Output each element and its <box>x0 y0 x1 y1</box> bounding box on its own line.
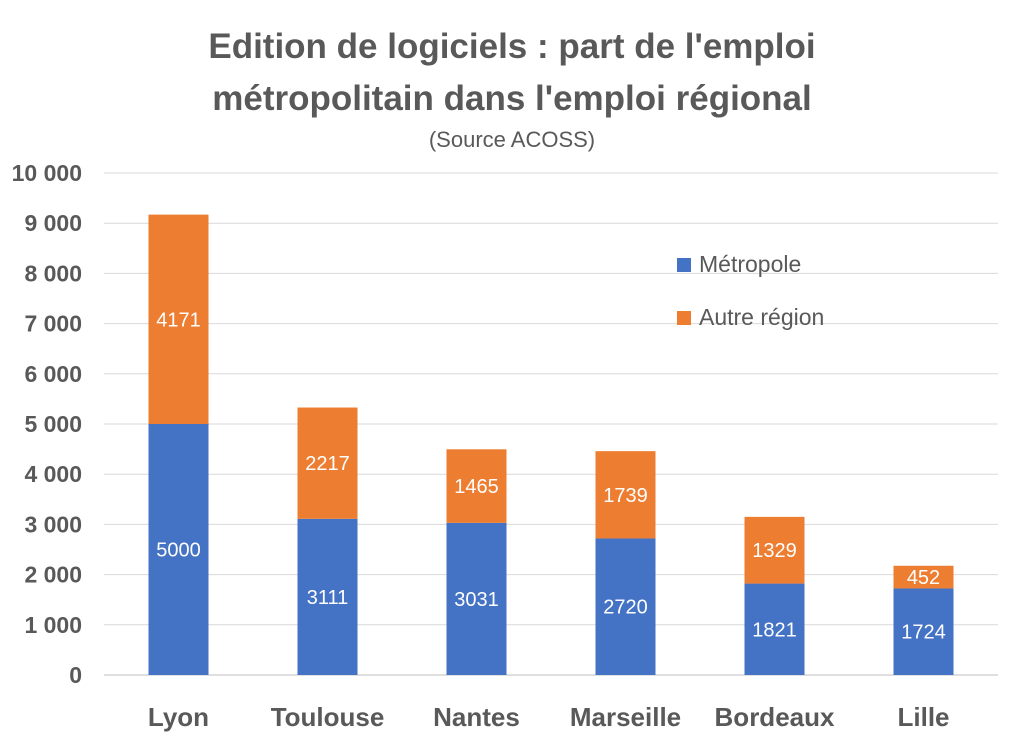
data-label: 3031 <box>454 589 499 611</box>
data-label: 1465 <box>454 476 499 498</box>
bar-metropole <box>595 538 656 675</box>
bar-autre-region <box>595 451 656 539</box>
bar-autre-region <box>446 449 507 523</box>
bar-metropole <box>446 522 507 675</box>
y-tick-label: 4 000 <box>24 461 82 487</box>
y-tick-label: 8 000 <box>24 260 82 286</box>
data-label: 1739 <box>603 485 648 507</box>
data-label: 2217 <box>305 453 350 475</box>
data-label: 1724 <box>901 622 946 644</box>
chart-subtitle: (Source ACOSS) <box>428 127 596 152</box>
chart-title-line-2: métropolitain dans l'emploi régional <box>212 79 812 118</box>
y-tick-label: 10 000 <box>12 160 82 186</box>
chart-title-line-1: Edition de logiciels : part de l'emploi <box>208 27 816 66</box>
x-tick-label: Bordeaux <box>715 702 835 732</box>
x-tick-label: Lille <box>897 702 949 732</box>
data-label: 5000 <box>156 540 201 562</box>
bar-metropole <box>148 424 209 675</box>
x-tick-label: Toulouse <box>271 702 385 732</box>
y-tick-label: 7 000 <box>24 311 82 337</box>
legend-label-metropole: Métropole <box>699 251 801 277</box>
bar-autre-region <box>148 214 209 424</box>
data-label: 1821 <box>752 619 797 641</box>
y-tick-label: 0 <box>69 662 82 688</box>
x-tick-label: Marseille <box>570 702 681 732</box>
data-label: 1329 <box>752 540 797 562</box>
y-tick-label: 3 000 <box>24 511 82 537</box>
bar-metropole <box>744 583 805 675</box>
y-tick-label: 6 000 <box>24 361 82 387</box>
data-label: 2720 <box>603 597 648 619</box>
y-tick-label: 1 000 <box>24 612 82 638</box>
bar-metropole <box>297 518 358 675</box>
data-label: 4171 <box>156 309 201 331</box>
legend-swatch-autre-region <box>677 311 691 325</box>
bar-autre-region <box>893 565 954 589</box>
x-tick-label: Lyon <box>148 702 209 732</box>
x-tick-label: Nantes <box>433 702 520 732</box>
bar-autre-region <box>297 407 358 519</box>
bar-metropole <box>893 588 954 675</box>
data-label: 452 <box>907 567 940 589</box>
bar-autre-region <box>744 516 805 584</box>
data-label: 3111 <box>307 587 349 609</box>
legend-label-autre-region: Autre région <box>699 304 824 330</box>
y-tick-label: 2 000 <box>24 562 82 588</box>
y-tick-label: 9 000 <box>24 210 82 236</box>
legend-swatch-metropole <box>677 258 691 272</box>
y-tick-label: 5 000 <box>24 411 82 437</box>
